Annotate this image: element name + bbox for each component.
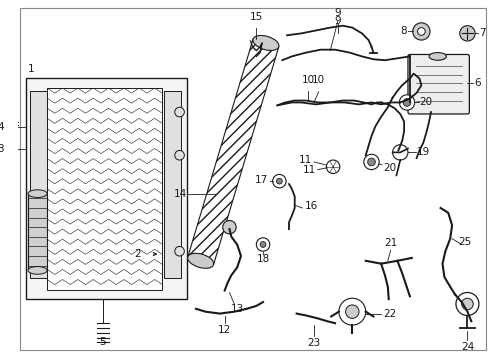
Ellipse shape bbox=[28, 190, 47, 198]
Circle shape bbox=[392, 145, 407, 160]
Circle shape bbox=[260, 242, 265, 247]
Text: 18: 18 bbox=[256, 254, 269, 264]
Polygon shape bbox=[187, 39, 278, 265]
Text: 19: 19 bbox=[416, 147, 429, 157]
Ellipse shape bbox=[187, 253, 213, 268]
Text: 20: 20 bbox=[382, 163, 395, 173]
Text: 8: 8 bbox=[400, 26, 406, 36]
Text: 23: 23 bbox=[306, 338, 320, 347]
Text: 24: 24 bbox=[460, 342, 473, 352]
Text: 17: 17 bbox=[254, 175, 267, 185]
Circle shape bbox=[276, 178, 282, 184]
Circle shape bbox=[174, 107, 184, 117]
Circle shape bbox=[8, 146, 15, 153]
Circle shape bbox=[223, 220, 236, 234]
Text: 1: 1 bbox=[28, 64, 35, 74]
Text: 9: 9 bbox=[334, 16, 341, 26]
Bar bbox=[30, 91, 47, 278]
Circle shape bbox=[461, 298, 472, 310]
Text: 4: 4 bbox=[0, 122, 4, 132]
Text: 25: 25 bbox=[457, 237, 470, 247]
Text: 7: 7 bbox=[478, 28, 485, 39]
Text: 21: 21 bbox=[383, 238, 396, 248]
Circle shape bbox=[256, 238, 269, 251]
Text: 2: 2 bbox=[134, 249, 141, 259]
Bar bbox=[26, 78, 187, 299]
Circle shape bbox=[399, 95, 414, 110]
Circle shape bbox=[363, 154, 378, 170]
Circle shape bbox=[325, 160, 339, 174]
Text: 20: 20 bbox=[419, 98, 432, 107]
Circle shape bbox=[174, 246, 184, 256]
Text: 16: 16 bbox=[304, 201, 317, 211]
Text: 11: 11 bbox=[298, 155, 311, 165]
Ellipse shape bbox=[428, 53, 446, 60]
Bar bbox=[47, 88, 162, 289]
Text: 5: 5 bbox=[99, 337, 106, 347]
Circle shape bbox=[459, 26, 474, 41]
Circle shape bbox=[402, 99, 410, 106]
Text: 6: 6 bbox=[473, 78, 480, 88]
FancyBboxPatch shape bbox=[407, 54, 468, 114]
Text: 13: 13 bbox=[230, 304, 244, 314]
Ellipse shape bbox=[28, 266, 47, 274]
Text: 12: 12 bbox=[218, 325, 231, 335]
Text: 22: 22 bbox=[382, 309, 395, 319]
Circle shape bbox=[412, 23, 429, 40]
Text: 3: 3 bbox=[0, 144, 4, 154]
Text: 10: 10 bbox=[301, 75, 314, 85]
Text: 9: 9 bbox=[334, 8, 341, 18]
Circle shape bbox=[417, 28, 425, 35]
Circle shape bbox=[367, 158, 375, 166]
Text: 15: 15 bbox=[249, 12, 263, 22]
Circle shape bbox=[174, 150, 184, 160]
Text: 11: 11 bbox=[302, 165, 315, 175]
Text: 14: 14 bbox=[174, 189, 187, 199]
Circle shape bbox=[345, 305, 358, 318]
Ellipse shape bbox=[252, 35, 278, 50]
Bar bbox=[28, 194, 47, 270]
Circle shape bbox=[272, 175, 285, 188]
Circle shape bbox=[338, 298, 365, 325]
Circle shape bbox=[455, 292, 478, 315]
Bar bbox=[7, 145, 17, 154]
Text: 10: 10 bbox=[311, 75, 325, 85]
Bar bbox=[164, 91, 181, 278]
